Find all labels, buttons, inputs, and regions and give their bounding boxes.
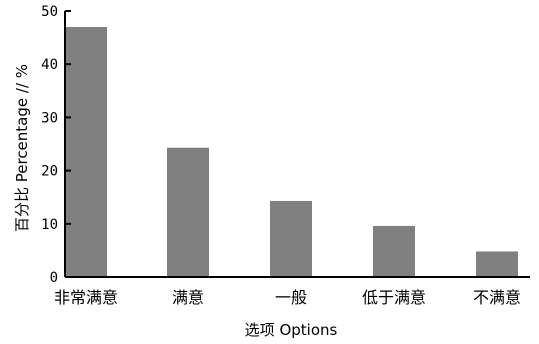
x-category-label: 满意 <box>172 288 204 307</box>
x-category-label: 非常满意 <box>54 288 118 307</box>
y-axis-title: 百分比 Percentage // % <box>13 64 31 232</box>
x-axis-title: 选项 Options <box>245 321 338 339</box>
y-tick-label: 20 <box>41 164 58 180</box>
bar-5 <box>476 251 518 277</box>
bar-4 <box>373 225 415 277</box>
y-tick-label: 50 <box>41 4 58 20</box>
bars-group <box>65 26 518 278</box>
y-tick-label: 30 <box>41 110 58 126</box>
y-tick-label: 40 <box>41 57 58 73</box>
y-ticks-group: 0 10 20 30 40 50 <box>41 4 71 286</box>
y-tick-label: 10 <box>41 217 58 233</box>
x-labels-group: 非常满意 满意 一般 低于满意 不满意 <box>54 288 521 307</box>
axes-group <box>64 11 530 278</box>
bar-2 <box>167 147 209 277</box>
x-category-label: 一般 <box>275 288 307 307</box>
y-tick-label: 0 <box>50 270 58 286</box>
x-category-label: 不满意 <box>473 288 521 307</box>
bar-1 <box>65 26 107 278</box>
x-category-label: 低于满意 <box>362 288 426 307</box>
bar-3 <box>270 200 312 277</box>
